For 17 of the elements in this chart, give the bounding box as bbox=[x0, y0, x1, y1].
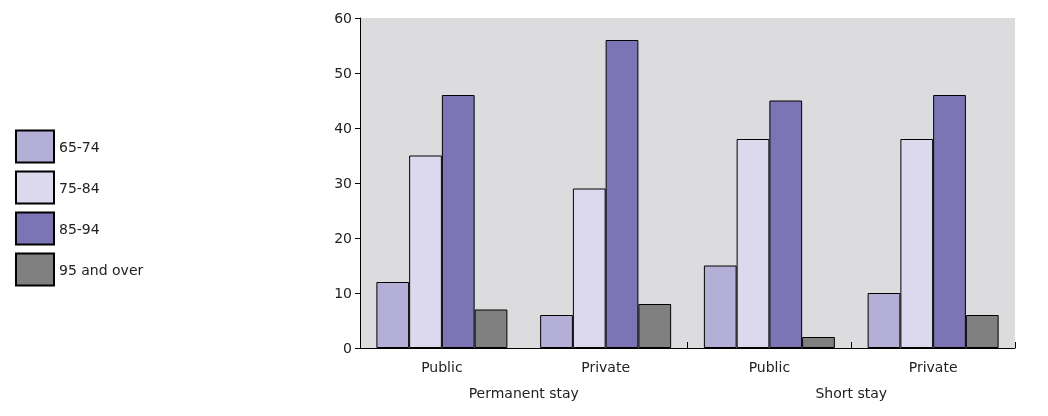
y-tick-label: 40 bbox=[334, 120, 352, 136]
x-tick-label: Private bbox=[581, 359, 631, 375]
x-tick-label: Private bbox=[908, 359, 958, 375]
x-tick-label: Public bbox=[748, 359, 791, 375]
text: Short stay bbox=[815, 385, 888, 401]
y-tick-label: 10 bbox=[334, 285, 352, 301]
y-tick-label: 0 bbox=[343, 340, 352, 356]
y-tick-label: 50 bbox=[334, 65, 352, 81]
legend-label: 65-74 bbox=[59, 138, 100, 155]
y-tick-label: 20 bbox=[334, 230, 352, 246]
text: Permanent stay bbox=[468, 385, 579, 401]
legend-label: 75-84 bbox=[59, 179, 100, 196]
legend-label: 95 and over bbox=[59, 261, 144, 278]
x-tick-label: Public bbox=[421, 359, 463, 375]
y-tick-label: 60 bbox=[334, 10, 352, 26]
y-tick-label: 30 bbox=[334, 175, 352, 191]
legend-label: 85-94 bbox=[59, 220, 100, 237]
